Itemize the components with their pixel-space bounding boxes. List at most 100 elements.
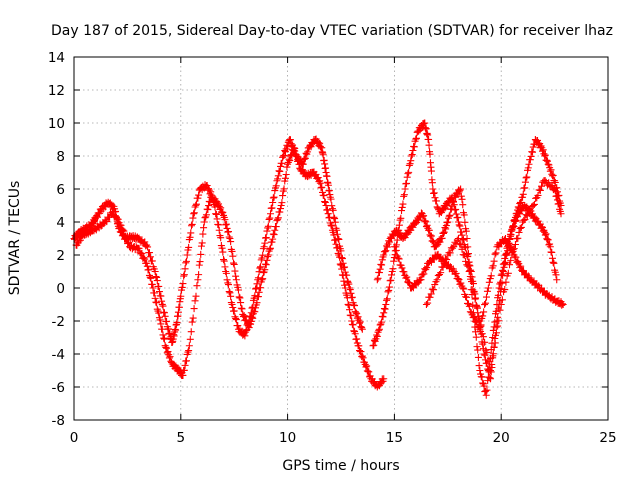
data-marker-trail <box>537 284 551 299</box>
data-marker-trail <box>445 236 461 257</box>
data-point <box>476 367 484 374</box>
data-marker-trail <box>442 194 455 209</box>
data-marker-trail <box>327 195 340 232</box>
data-point <box>489 334 497 341</box>
data-point <box>457 185 465 193</box>
data-point <box>179 371 187 379</box>
series-b <box>72 144 388 391</box>
data-marker-trail <box>92 219 107 234</box>
data-marker-trail <box>460 285 474 316</box>
data-marker-trail <box>408 128 421 159</box>
data-marker-trail <box>265 230 278 255</box>
data-point <box>190 210 198 218</box>
data-marker-trail <box>419 212 432 232</box>
x-tick-label: 5 <box>177 430 186 446</box>
data-marker-trail <box>291 144 304 172</box>
data-marker-trail <box>551 187 564 215</box>
data-marker-trail <box>310 168 323 186</box>
data-point <box>260 243 268 251</box>
data-marker-trail <box>488 306 504 369</box>
data-marker-trail <box>520 202 536 224</box>
data-point <box>194 276 202 284</box>
data-marker-trail <box>434 255 451 279</box>
y-tick-label: 12 <box>48 83 65 99</box>
data-marker-trail <box>451 186 464 201</box>
data-marker-trail <box>284 146 297 166</box>
data-marker-trail <box>329 228 342 257</box>
data-marker-trail <box>456 240 472 270</box>
tick-layer <box>73 56 609 421</box>
data-point <box>463 235 471 242</box>
data-point <box>162 343 170 351</box>
plot-frame <box>73 56 609 421</box>
data-marker-trail <box>214 200 227 217</box>
y-tick-label: 6 <box>56 182 65 198</box>
data-marker-trail <box>227 238 240 280</box>
data-point <box>341 284 349 292</box>
data-point <box>382 301 390 308</box>
data-marker-trail <box>150 289 163 317</box>
data-marker-trail <box>248 280 261 312</box>
data-point <box>151 268 159 275</box>
data-point <box>183 251 191 259</box>
data-point <box>519 193 527 201</box>
data-point <box>429 185 437 193</box>
data-marker-trail <box>526 140 539 164</box>
data-marker-trail <box>235 325 248 339</box>
x-tick-label: 25 <box>599 430 616 446</box>
data-marker-trail <box>229 304 242 330</box>
data-marker-trail <box>496 254 509 288</box>
data-marker-trail <box>425 141 436 187</box>
data-point <box>482 391 490 399</box>
data-point <box>444 218 452 226</box>
data-point <box>143 259 151 267</box>
data-marker-trail <box>323 172 334 199</box>
data-marker-trail <box>519 164 532 198</box>
data-point <box>422 301 430 308</box>
data-marker-trail <box>498 256 515 304</box>
data-point <box>529 202 537 209</box>
data-point <box>215 226 223 234</box>
data-point <box>497 301 505 308</box>
data-marker-trail <box>143 262 156 288</box>
data-marker-trail <box>118 225 133 248</box>
data-marker-trail <box>346 286 359 316</box>
data-marker-trail <box>180 347 193 374</box>
data-point <box>551 185 559 193</box>
data-marker-trail <box>374 253 387 282</box>
data-marker-trail <box>135 234 150 250</box>
data-marker-trail <box>353 310 366 332</box>
data-point <box>117 221 125 229</box>
data-point <box>158 297 166 305</box>
data-point <box>241 332 249 340</box>
data-point <box>185 342 193 350</box>
data-marker-trail <box>376 305 389 329</box>
data-point <box>380 375 388 383</box>
data-marker-trail <box>547 248 560 279</box>
data-point <box>465 268 473 275</box>
data-point <box>557 210 565 218</box>
series-a <box>70 135 366 346</box>
data-point <box>553 276 561 284</box>
data-marker-trail <box>545 291 560 306</box>
data-marker-trail <box>391 246 406 272</box>
data-marker-trail <box>408 276 423 292</box>
data-marker-trail <box>477 321 493 370</box>
x-tick-label: 0 <box>70 430 79 446</box>
data-marker-trail <box>402 157 415 188</box>
data-marker-trail <box>254 245 267 282</box>
data-point <box>454 235 462 242</box>
y-tick-label: -8 <box>52 413 65 429</box>
data-marker-trail <box>144 243 158 273</box>
data-marker-trail <box>553 297 566 309</box>
data-marker-trail <box>220 213 233 241</box>
data-marker-trail <box>271 205 284 231</box>
data-point <box>508 251 516 259</box>
data-point <box>487 367 495 374</box>
data-point <box>348 317 356 325</box>
data-marker-trail <box>195 224 208 279</box>
data-marker-trail <box>252 278 265 309</box>
data-point <box>544 160 552 168</box>
y-tick-label: -6 <box>52 380 65 396</box>
data-point <box>495 284 503 292</box>
